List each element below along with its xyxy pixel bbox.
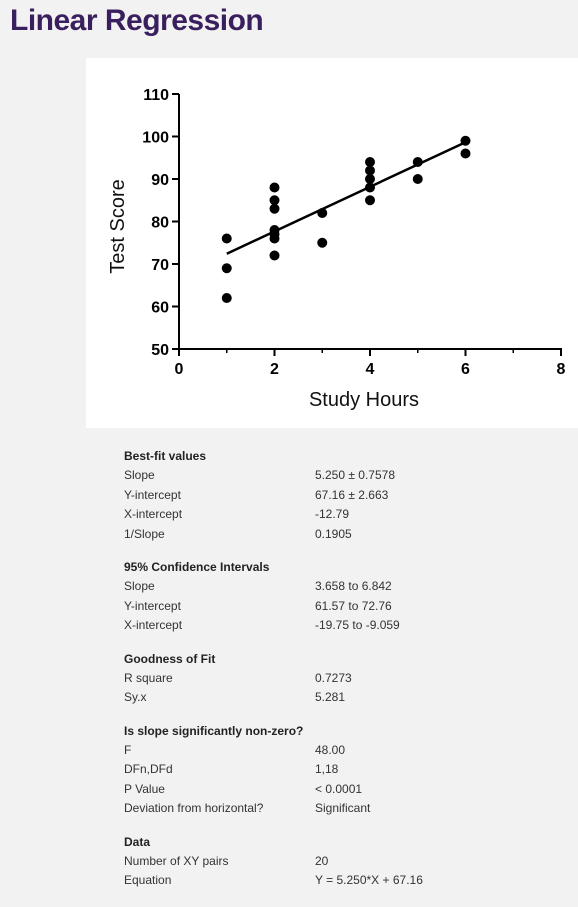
result-row: F 48.00	[124, 741, 564, 761]
results-section: Data Number of XY pairs 20 Equation Y = 5.25…	[124, 832, 564, 891]
result-value: -12.79	[315, 507, 350, 521]
result-value: 0.7273	[315, 670, 352, 685]
data-points	[221, 135, 471, 303]
result-label: X-intercept	[124, 618, 183, 632]
result-value: Y = 5.250*X + 67.16	[315, 873, 423, 887]
result-label: 1/Slope	[124, 526, 165, 541]
result-value: < 0.0001	[315, 781, 363, 796]
result-value: -19.75 to -9.059	[315, 618, 400, 632]
y-tick-label: 50	[151, 342, 169, 359]
data-point	[269, 182, 280, 193]
result-label: F	[124, 742, 132, 757]
results-section: Best-fit values Slope 5.250 ± 0.7578 Y-inte…	[124, 446, 564, 544]
result-row: Slope 5.250 ± 0.7578	[124, 466, 564, 486]
section-title: Goodness of Fit	[124, 651, 216, 666]
result-value: 20	[315, 853, 329, 868]
result-value: 67.16 ± 2.663	[315, 487, 389, 502]
result-value: 0.1905	[315, 526, 352, 541]
y-tick-label: 60	[151, 300, 169, 317]
x-tick-label: 0	[175, 361, 184, 378]
y-tick-label: 80	[151, 215, 169, 232]
result-row: P Value < 0.0001	[124, 780, 564, 800]
result-label: Slope	[124, 468, 155, 482]
data-point	[317, 237, 328, 248]
x-tick-label: 2	[270, 361, 279, 378]
data-point	[412, 174, 423, 184]
result-value: Significant	[315, 801, 371, 815]
result-label: P Value	[124, 781, 165, 796]
x-tick-label: 6	[461, 361, 470, 378]
result-row: DFn,DFd 1,18	[124, 760, 564, 780]
section-title: Data	[124, 834, 151, 849]
results-section: Is slope significantly non-zero? F 48.00 DF…	[124, 721, 564, 819]
result-value: 48.00	[315, 742, 346, 757]
data-point	[365, 195, 375, 206]
chart-axes: 0 2 4 6 8 50 60 70 80 90 100 110	[142, 87, 565, 378]
result-label: Y-intercept	[124, 487, 181, 502]
x-tick-label: 8	[557, 361, 566, 378]
section-title: 95% Confidence Intervals	[124, 560, 270, 574]
y-tick-label: 110	[143, 87, 169, 104]
x-axis-label: Study Hours	[309, 389, 419, 411]
result-row: X-intercept -12.79	[124, 505, 564, 525]
result-row: R square 0.7273	[124, 669, 564, 689]
section-title: Best-fit values	[124, 449, 207, 463]
result-row: Sy.x 5.281	[124, 688, 564, 708]
result-label: X-intercept	[124, 507, 183, 521]
result-row: X-intercept -19.75 to -9.059	[124, 616, 564, 636]
data-point	[317, 208, 328, 218]
regression-results: Best-fit values Slope 5.250 ± 0.7578 Y-inte…	[124, 446, 564, 904]
result-row: Number of XY pairs 20	[124, 852, 564, 872]
data-point	[365, 165, 375, 176]
y-tick-label: 90	[151, 172, 169, 189]
data-point	[365, 182, 375, 193]
results-section: 95% Confidence Intervals Slope 3.658 to 6.…	[124, 557, 564, 636]
data-point	[269, 203, 280, 214]
result-value: 5.250 ± 0.7578	[315, 468, 395, 482]
chart-panel: 0 2 4 6 8 50 60 70 80 90 100 110 Study Hours Test S…	[86, 58, 578, 428]
data-point	[460, 148, 471, 159]
x-tick-label: 4	[366, 361, 375, 378]
result-label: Equation	[124, 873, 172, 887]
result-label: Number of XY pairs	[124, 853, 229, 868]
result-value: 1,18	[315, 762, 339, 776]
result-row: Deviation from horizontal? Significant	[124, 799, 564, 819]
page-title: Linear Regression	[10, 4, 264, 37]
data-point	[221, 263, 232, 274]
regression-line	[226, 141, 467, 255]
result-label: Y-intercept	[124, 598, 181, 613]
result-value: 61.57 to 72.76	[315, 598, 392, 613]
y-axis-label: Test Score	[107, 179, 129, 273]
result-row: Y-intercept 67.16 ± 2.663	[124, 486, 564, 506]
result-value: 3.658 to 6.842	[315, 579, 392, 593]
result-label: Deviation from horizontal?	[124, 801, 264, 815]
result-value: 5.281	[315, 690, 346, 704]
result-row: Y-intercept 61.57 to 72.76	[124, 597, 564, 617]
data-point	[269, 250, 280, 261]
section-title: Is slope significantly non-zero?	[124, 723, 304, 738]
y-tick-label: 100	[142, 130, 169, 147]
result-label: DFn,DFd	[124, 762, 173, 776]
y-tick-label: 70	[151, 257, 169, 274]
scatter-chart: 0 2 4 6 8 50 60 70 80 90 100 110 Study Hours Test S…	[107, 87, 566, 411]
data-point	[269, 195, 280, 206]
result-row: 1/Slope 0.1905	[124, 525, 564, 545]
results-section: Goodness of Fit R square 0.7273 Sy.x 5.281	[124, 649, 564, 708]
data-point	[365, 157, 375, 167]
data-point	[412, 157, 423, 167]
result-row: Equation Y = 5.250*X + 67.16	[124, 871, 564, 891]
fit-line-group	[226, 141, 467, 255]
result-label: Sy.x	[124, 690, 147, 704]
data-point	[221, 293, 232, 303]
data-point	[365, 174, 375, 184]
data-point	[269, 233, 280, 244]
data-point	[460, 135, 471, 146]
result-label: R square	[124, 670, 173, 685]
result-label: Slope	[124, 579, 155, 593]
result-row: Slope 3.658 to 6.842	[124, 577, 564, 597]
data-point	[221, 233, 232, 244]
